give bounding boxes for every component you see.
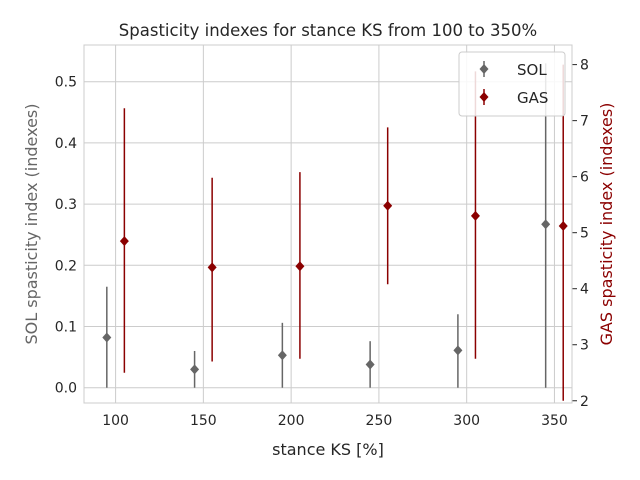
y2-tick-label: 8 (580, 58, 589, 74)
y2-tick-label: 3 (580, 338, 589, 354)
legend: SOL GAS (459, 52, 565, 116)
y2-tick-label: 5 (580, 226, 589, 242)
y-axis-label: SOL spasticity index (indexes) (22, 104, 41, 345)
legend-gas-label: GAS (517, 89, 548, 107)
y-tick-label: 0.4 (55, 136, 77, 152)
y-tick-label: 0.1 (55, 320, 77, 336)
y-tick-label: 0.2 (55, 258, 77, 274)
y2-tick-label: 6 (580, 170, 589, 186)
chart-title: Spasticity indexes for stance KS from 10… (119, 21, 537, 40)
x-tick-label: 150 (190, 413, 217, 429)
y-tick-label: 0.5 (55, 75, 77, 91)
y2-axis-label: GAS spasticity index (indexes) (597, 103, 616, 346)
y2-tick-label: 4 (580, 282, 589, 298)
x-tick-label: 300 (453, 413, 480, 429)
y-tick-label: 0.0 (55, 381, 77, 397)
x-ticks: 100 150 200 250 300 350 (102, 413, 568, 429)
x-tick-label: 100 (102, 413, 129, 429)
y2-tick-label: 2 (580, 394, 589, 410)
y2-ticks: 2 3 4 5 6 7 8 (572, 58, 589, 410)
legend-box (459, 52, 565, 116)
x-tick-label: 200 (278, 413, 305, 429)
y2-tick-label: 7 (580, 114, 589, 130)
legend-sol-label: SOL (517, 61, 547, 79)
x-tick-label: 250 (366, 413, 393, 429)
y-tick-label: 0.3 (55, 197, 77, 213)
y-ticks: 0.0 0.1 0.2 0.3 0.4 0.5 (55, 75, 77, 397)
x-axis-label: stance KS [%] (272, 440, 384, 459)
x-tick-label: 350 (541, 413, 568, 429)
